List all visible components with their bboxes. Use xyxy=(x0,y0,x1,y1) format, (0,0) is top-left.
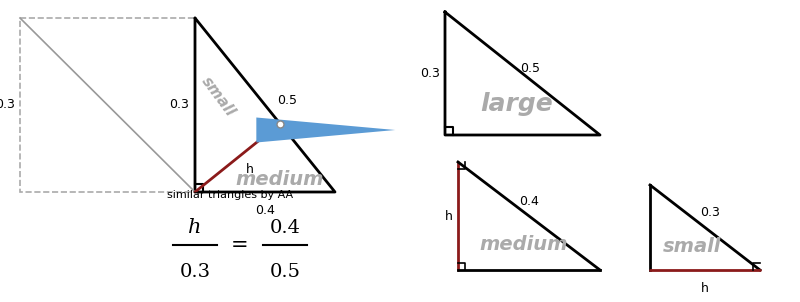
Text: 0.3: 0.3 xyxy=(179,263,210,281)
Text: 0.3: 0.3 xyxy=(169,98,189,111)
Bar xyxy=(20,18,195,192)
Text: medium: medium xyxy=(236,170,324,189)
Text: 0.5: 0.5 xyxy=(270,263,301,281)
Text: 0.4: 0.4 xyxy=(270,219,301,237)
Text: h: h xyxy=(188,218,202,237)
Text: medium: medium xyxy=(479,234,567,253)
Text: h: h xyxy=(445,210,453,223)
Text: 0.4: 0.4 xyxy=(519,195,539,208)
Text: similar triangles by AA: similar triangles by AA xyxy=(167,190,293,200)
Text: large: large xyxy=(480,92,553,116)
Text: 0.3: 0.3 xyxy=(700,207,720,220)
Text: small: small xyxy=(198,73,238,119)
Text: 0.3: 0.3 xyxy=(420,67,440,80)
Text: 0.5: 0.5 xyxy=(277,94,297,107)
Text: small: small xyxy=(662,237,721,256)
Text: h: h xyxy=(701,282,709,295)
Text: =: = xyxy=(231,235,249,255)
Text: 0.3: 0.3 xyxy=(0,98,15,111)
Text: h: h xyxy=(246,163,254,176)
Text: 0.4: 0.4 xyxy=(255,204,275,217)
Text: 0.5: 0.5 xyxy=(521,62,541,75)
